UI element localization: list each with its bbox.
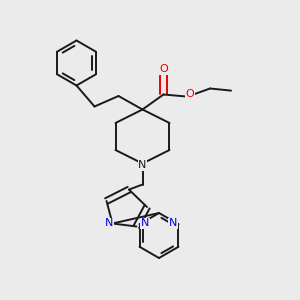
Text: N: N <box>141 218 149 228</box>
Text: N: N <box>138 160 147 170</box>
Text: O: O <box>185 89 194 99</box>
Text: O: O <box>159 64 168 74</box>
Text: N: N <box>105 218 113 229</box>
Text: N: N <box>169 218 177 228</box>
